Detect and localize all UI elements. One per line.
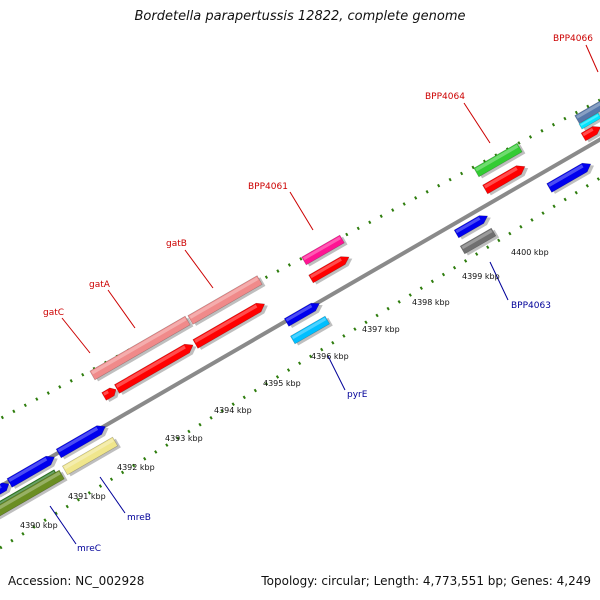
gene-label-gatB: gatB	[166, 239, 187, 249]
gene-label-BPP4066: BPP4066	[553, 34, 593, 44]
tick-label-4393: 4393 kbp	[165, 434, 203, 443]
feature-blue-left	[0, 482, 13, 498]
features	[0, 100, 600, 520]
bottom-callouts	[49, 261, 509, 545]
gene-label-mreB: mreB	[127, 513, 151, 523]
bottom-gene-labels: mreC mreB pyrE BPP4063	[77, 301, 551, 554]
accession-label: Accession: NC_002928	[8, 574, 145, 588]
feature-BPP4061-outer	[301, 234, 348, 267]
gene-label-pyrE: pyrE	[347, 390, 368, 400]
feature-BPP4064-inner	[482, 165, 529, 196]
top-gene-labels: gatC gatA gatB BPP4061 BPP4064 BPP4066	[43, 34, 593, 318]
feature-BPP4063-gray	[459, 227, 500, 256]
feature-mreB-khaki	[61, 436, 121, 477]
feature-gatC-inner	[101, 387, 120, 402]
map-title: Bordetella parapertussis 12822, complete…	[134, 9, 466, 24]
feature-BPP4063-blue	[453, 215, 491, 240]
feature-gatB-outer	[187, 275, 266, 326]
gene-label-BPP4061: BPP4061	[248, 182, 288, 192]
tick-label-4392: 4392 kbp	[117, 463, 155, 472]
feature-gatA-inner	[113, 343, 197, 395]
tick-label-4397: 4397 kbp	[362, 325, 400, 334]
tick-label-4391: 4391 kbp	[68, 492, 106, 501]
feature-BPP4066-inner	[580, 126, 600, 143]
lower-dotted-track	[0, 176, 600, 550]
gene-label-BPP4063: BPP4063	[511, 301, 551, 311]
feature-mreB-blue	[55, 425, 109, 460]
feature-gatA-outer	[89, 315, 194, 382]
gene-label-gatA: gatA	[89, 280, 111, 290]
feature-BPP4066-cyan	[578, 112, 600, 131]
feature-BPP4064-outer	[473, 142, 526, 179]
feature-pyrE-blue	[283, 302, 323, 328]
tick-label-4400: 4400 kbp	[511, 248, 549, 257]
feature-right-blue	[546, 162, 595, 194]
feature-BPP4061-inner	[308, 256, 353, 285]
topology-label: Topology: circular; Length: 4,773,551 bp…	[261, 574, 591, 588]
tick-label-4399: 4399 kbp	[462, 272, 500, 281]
gene-label-mreC: mreC	[77, 544, 101, 554]
tick-label-4396: 4396 kbp	[311, 352, 349, 361]
gene-label-gatC: gatC	[43, 308, 64, 318]
feature-gatB-inner	[192, 302, 268, 350]
feature-BPP4066-outer	[574, 100, 600, 125]
tick-labels: 4390 kbp 4391 kbp 4392 kbp 4393 kbp 4394…	[20, 248, 549, 530]
gene-label-BPP4064: BPP4064	[425, 92, 465, 102]
tick-label-4395: 4395 kbp	[263, 379, 301, 388]
feature-mreC	[6, 455, 58, 489]
tick-label-4390: 4390 kbp	[20, 521, 58, 530]
feature-mreC-olive	[0, 469, 68, 520]
tick-label-4394: 4394 kbp	[214, 406, 252, 415]
feature-pyrE-cyan	[290, 315, 333, 346]
tick-label-4398: 4398 kbp	[412, 298, 450, 307]
top-callouts	[61, 44, 599, 354]
